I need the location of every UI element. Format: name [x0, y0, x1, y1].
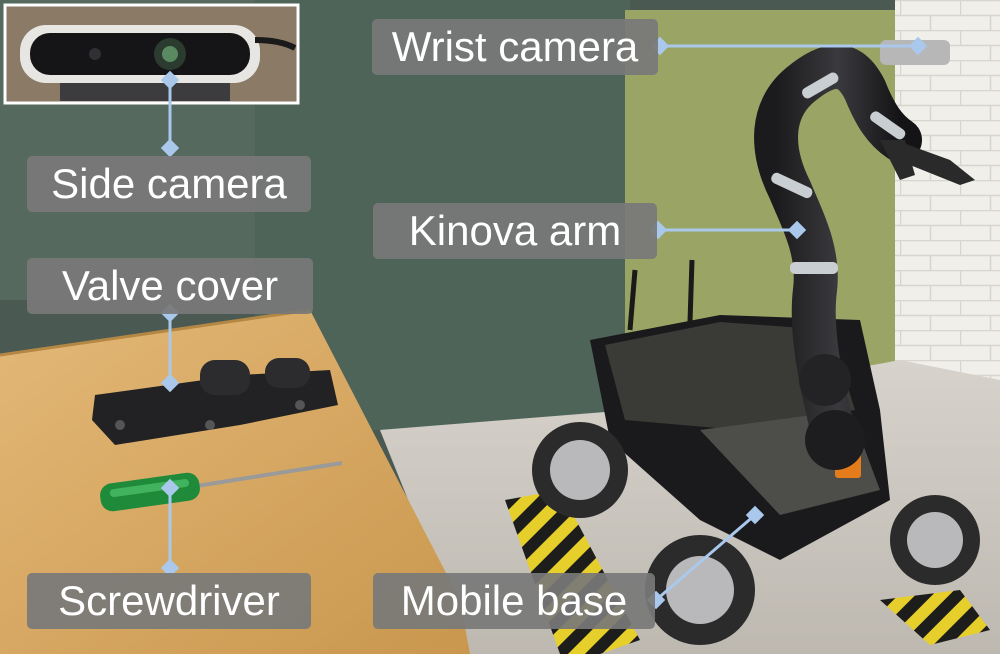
label-screwdriver: Screwdriver [27, 573, 311, 629]
label-side-camera: Side camera [27, 156, 311, 212]
valve-cover-object [92, 358, 338, 445]
mecanum-wheel-rear-right [890, 495, 980, 585]
label-wrist-camera: Wrist camera [372, 19, 658, 75]
label-valve-cover: Valve cover [27, 258, 313, 314]
mecanum-wheel-front-left [532, 422, 628, 518]
leader-side-camera [160, 70, 180, 158]
side-camera-inset [3, 3, 300, 105]
leader-wrist-camera [650, 36, 928, 56]
mecanum-wheel-front-right [645, 535, 755, 645]
label-mobile-base: Mobile base [373, 573, 655, 629]
label-kinova-arm: Kinova arm [373, 203, 657, 259]
leader-lines [160, 36, 928, 610]
hazard-mat-right [880, 590, 990, 645]
leader-screwdriver [160, 478, 180, 578]
